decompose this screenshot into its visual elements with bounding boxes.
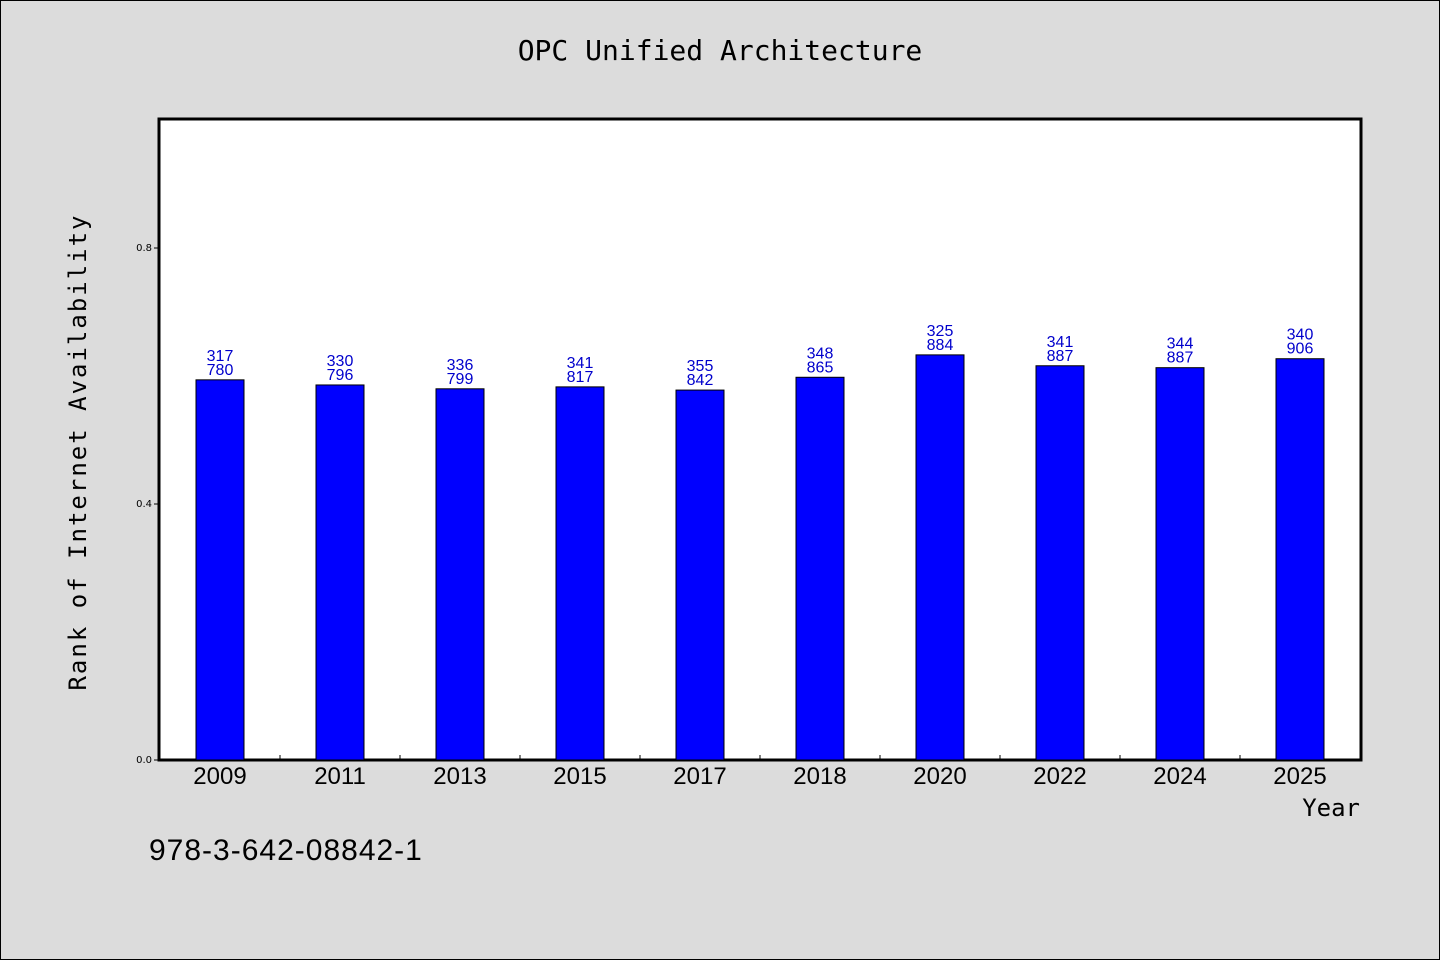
bar — [555, 386, 605, 761]
bar-data-label-top: 341 — [1047, 334, 1074, 351]
x-category-label: 2020 — [913, 763, 966, 790]
x-axis-label: Year — [1302, 794, 1360, 822]
chart-title: OPC Unified Architecture — [517, 34, 923, 67]
bar-data-label-bottom: 796 — [327, 367, 354, 384]
bar-data-label-top: 344 — [1167, 336, 1194, 353]
bar-data-label-top: 341 — [567, 355, 594, 372]
bar-data-label-bottom: 884 — [927, 337, 954, 354]
x-category-label: 2022 — [1033, 763, 1086, 790]
y-tick-label: 0.8 — [136, 243, 152, 254]
bar-data-label-top: 317 — [207, 348, 234, 365]
x-category-label: 2017 — [673, 763, 726, 790]
bar — [915, 354, 965, 761]
bar-data-label-bottom: 865 — [807, 359, 834, 376]
bar — [195, 379, 245, 761]
x-category-label: 2015 — [553, 763, 606, 790]
x-category-label: 2009 — [193, 763, 246, 790]
y-tick-label: 0.4 — [136, 499, 152, 510]
bar-data-label-top: 325 — [927, 323, 954, 340]
bar-data-label-bottom: 842 — [687, 372, 714, 389]
bar — [435, 388, 485, 761]
bar — [795, 376, 845, 761]
bar-data-label-top: 348 — [807, 345, 834, 362]
bar — [315, 384, 365, 761]
bar — [1155, 367, 1205, 761]
bar-data-label-top: 330 — [327, 353, 354, 370]
bar — [1275, 358, 1325, 761]
footer-code: 978-3-642-08842-1 — [149, 834, 423, 867]
bar-data-label-bottom: 887 — [1047, 348, 1074, 365]
y-tick-label: 0.0 — [136, 755, 152, 766]
bar — [1035, 365, 1085, 761]
x-category-label: 2011 — [314, 763, 366, 790]
bar-data-label-bottom: 906 — [1287, 341, 1314, 358]
bar-data-label-bottom: 799 — [447, 371, 474, 388]
x-category-label: 2025 — [1273, 763, 1326, 790]
bar-data-label-bottom: 780 — [207, 362, 234, 379]
bar-data-label-bottom: 887 — [1167, 350, 1194, 367]
bar-data-label-top: 340 — [1287, 327, 1314, 344]
bar-data-label-top: 336 — [447, 357, 474, 374]
x-category-label: 2024 — [1153, 763, 1206, 790]
x-category-label: 2013 — [433, 763, 486, 790]
bar-data-label-bottom: 817 — [567, 369, 594, 386]
bar-data-label-top: 355 — [687, 358, 714, 375]
x-category-label: 2018 — [793, 763, 846, 790]
bar — [675, 389, 725, 761]
